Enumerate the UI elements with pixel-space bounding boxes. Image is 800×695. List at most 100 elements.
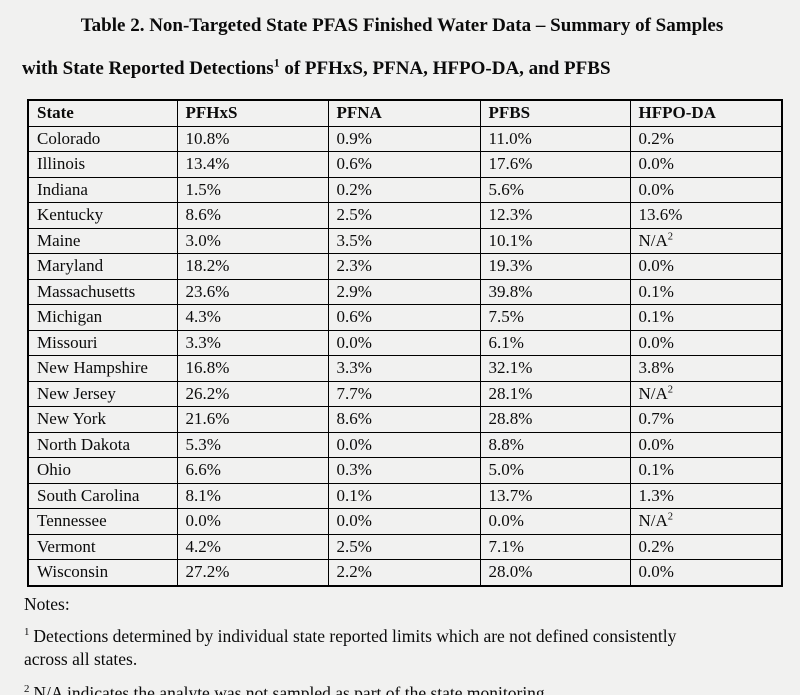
value-cell: 0.0%	[629, 253, 783, 280]
value-cell: 3.8%	[629, 355, 783, 382]
table-row: New Hampshire 16.8% 3.3% 32.1% 3.8%	[27, 355, 783, 382]
state-cell: Missouri	[27, 329, 178, 356]
value-cell: 0.2%	[327, 176, 481, 203]
value-cell: 13.6%	[629, 202, 783, 229]
table-row: South Carolina 8.1% 0.1% 13.7% 1.3%	[27, 482, 783, 509]
notes-label: Notes:	[24, 593, 70, 614]
state-cell: Ohio	[27, 457, 178, 484]
value-cell: 0.3%	[327, 457, 481, 484]
value-cell: 3.0%	[176, 227, 329, 254]
value-cell: 0.1%	[327, 482, 481, 509]
value-cell: 1.5%	[176, 176, 329, 203]
value-cell: 0.0%	[327, 508, 481, 535]
value-cell: 3.5%	[327, 227, 481, 254]
value-cell: 6.6%	[176, 457, 329, 484]
state-cell: Tennessee	[27, 508, 178, 535]
value-cell: 5.6%	[479, 176, 631, 203]
value-cell: 2.5%	[327, 202, 481, 229]
value-cell: 28.0%	[479, 559, 631, 586]
value-cell: 0.0%	[327, 329, 481, 356]
value-cell: 13.4%	[176, 151, 329, 178]
column-header-hfpo-da: HFPO-DA	[629, 99, 783, 127]
value-cell: 2.3%	[327, 253, 481, 280]
value-cell: 5.0%	[479, 457, 631, 484]
value-cell: 0.6%	[327, 151, 481, 178]
value-cell: 0.2%	[629, 125, 783, 152]
table-title-line2-tail: of PFHxS, PFNA, HFPO-DA, and PFBS	[279, 58, 611, 79]
value-cell: 0.0%	[629, 559, 783, 586]
value-cell: 1.3%	[629, 482, 783, 509]
table-row: North Dakota 5.3% 0.0% 8.8% 0.0%	[27, 431, 783, 458]
value-cell: 5.3%	[176, 431, 329, 458]
value-cell: 11.0%	[479, 125, 631, 152]
value-cell: 7.1%	[479, 533, 631, 560]
table-row: Maine 3.0% 3.5% 10.1% N/A2	[27, 227, 783, 254]
footnote-1-marker: 1	[24, 625, 30, 638]
value-cell: 18.2%	[176, 253, 329, 280]
footnote-1-text: Detections determined by individual stat…	[24, 625, 677, 669]
footnote-ref: 2	[667, 511, 674, 523]
column-header-pfbs: PFBS	[479, 99, 631, 127]
pfas-summary-table: State PFHxS PFNA PFBS HFPO-DA Colorado 10…	[27, 99, 783, 587]
table-row: Kentucky 8.6% 2.5% 12.3% 13.6%	[27, 202, 783, 229]
value-cell: 0.0%	[629, 329, 783, 356]
state-cell: North Dakota	[27, 431, 178, 458]
table-row: Missouri 3.3% 0.0% 6.1% 0.0%	[27, 329, 783, 356]
value-cell: N/A2	[629, 380, 783, 407]
value-cell: 39.8%	[479, 278, 631, 305]
table-row: New Jersey 26.2% 7.7% 28.1% N/A2	[27, 380, 783, 407]
value-cell: 2.9%	[327, 278, 481, 305]
footnote-2: 2 N/A indicates the analyte was not sampl…	[24, 682, 769, 695]
table-row: Indiana 1.5% 0.2% 5.6% 0.0%	[27, 176, 783, 203]
value-cell: N/A2	[629, 508, 783, 535]
table-row: Ohio 6.6% 0.3% 5.0% 0.1%	[27, 457, 783, 484]
table-row: Vermont 4.2% 2.5% 7.1% 0.2%	[27, 533, 783, 560]
value-cell: 0.1%	[629, 457, 783, 484]
table-row: Maryland 18.2% 2.3% 19.3% 0.0%	[27, 253, 783, 280]
value-cell: 0.0%	[629, 431, 783, 458]
state-cell: Indiana	[27, 176, 178, 203]
value-cell: 17.6%	[479, 151, 631, 178]
footnote-2-marker: 2	[24, 682, 30, 695]
value-cell: 32.1%	[479, 355, 631, 382]
column-header-state: State	[27, 99, 178, 127]
value-cell: 0.9%	[327, 125, 481, 152]
column-header-pfhxs: PFHxS	[176, 99, 329, 127]
table-row: Massachusetts 23.6% 2.9% 39.8% 0.1%	[27, 278, 783, 305]
footnote-1: 1 Detections determined by individual sta…	[24, 625, 769, 671]
table-title-line2: with State Reported Detections1 of PFHxS…	[22, 55, 782, 82]
value-cell: 12.3%	[479, 202, 631, 229]
value-cell: 0.0%	[327, 431, 481, 458]
value-cell: 23.6%	[176, 278, 329, 305]
value-cell: 10.8%	[176, 125, 329, 152]
state-cell: Kentucky	[27, 202, 178, 229]
table-row: Colorado 10.8% 0.9% 11.0% 0.2%	[27, 125, 783, 152]
value-cell: 3.3%	[176, 329, 329, 356]
state-cell: Illinois	[27, 151, 178, 178]
value-cell: 0.0%	[479, 508, 631, 535]
value-cell: 0.1%	[629, 304, 783, 331]
value-cell: 0.2%	[629, 533, 783, 560]
table-header-row: State PFHxS PFNA PFBS HFPO-DA	[27, 99, 783, 127]
state-cell: New York	[27, 406, 178, 433]
value-cell: 4.3%	[176, 304, 329, 331]
footnote-ref: 2	[667, 231, 674, 243]
value-cell: 27.2%	[176, 559, 329, 586]
table-row: Wisconsin 27.2% 2.2% 28.0% 0.0%	[27, 559, 783, 586]
value-cell: 10.1%	[479, 227, 631, 254]
value-cell: 6.1%	[479, 329, 631, 356]
state-cell: Massachusetts	[27, 278, 178, 305]
state-cell: Vermont	[27, 533, 178, 560]
value-cell: 0.0%	[629, 176, 783, 203]
value-cell: 0.1%	[629, 278, 783, 305]
value-cell: 4.2%	[176, 533, 329, 560]
state-cell: New Jersey	[27, 380, 178, 407]
value-cell: 0.0%	[176, 508, 329, 535]
footnote-2-text: N/A indicates the analyte was not sample…	[33, 682, 550, 695]
value-cell: 8.8%	[479, 431, 631, 458]
value-cell: 3.3%	[327, 355, 481, 382]
value-cell: 0.7%	[629, 406, 783, 433]
footnote-ref: 2	[667, 384, 674, 396]
table-row: New York 21.6% 8.6% 28.8% 0.7%	[27, 406, 783, 433]
